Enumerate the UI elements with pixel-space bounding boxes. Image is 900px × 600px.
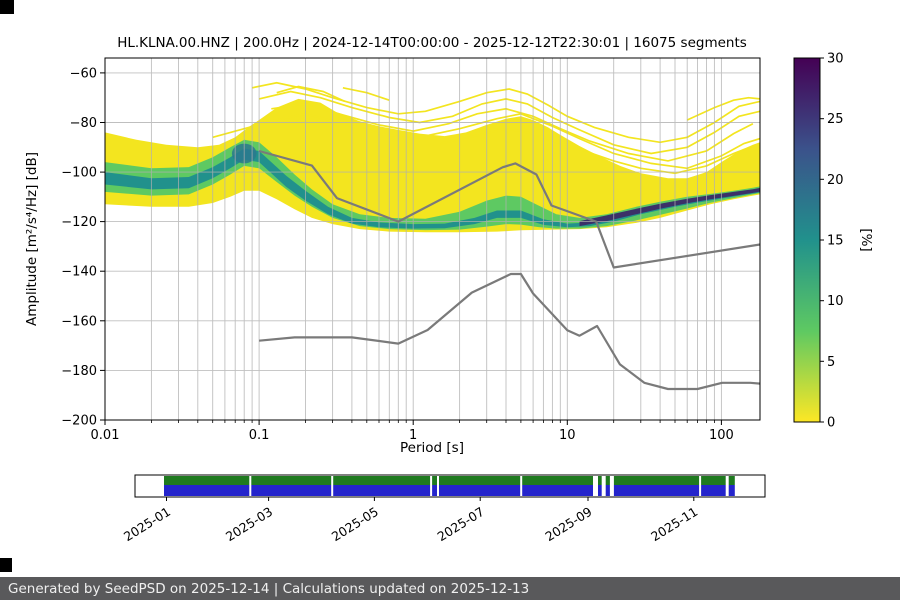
footer-text: Generated by SeedPSD on 2025-12-14 | Cal…: [8, 580, 530, 597]
availability-gap: [593, 476, 598, 496]
y-tick-label: −180: [61, 364, 97, 379]
availability-row-green: [164, 476, 735, 485]
grid: [104, 58, 760, 421]
corner-marker: [0, 558, 12, 572]
x-tick-label: 0.01: [91, 428, 120, 443]
availability-row-blue: [164, 485, 735, 496]
x-axis: 0.01 0.1 1 10 100: [91, 420, 734, 443]
x-tick-label: 0.1: [249, 428, 270, 443]
y-tick-label: −200: [61, 414, 97, 429]
ppsd-outlier-streak: [258, 90, 760, 155]
footer-bar: Generated by SeedPSD on 2025-12-14 | Cal…: [0, 577, 900, 600]
x-tick-label: 100: [709, 428, 734, 443]
availability-gap: [249, 476, 252, 496]
y-tick-label: −100: [61, 166, 97, 181]
ppsd-density-peak: [579, 187, 760, 227]
availability-gap: [699, 476, 702, 496]
noise-models: [258, 149, 760, 391]
x-tick-label: 10: [559, 428, 576, 443]
ppsd-outlier-streak: [440, 127, 754, 175]
availability-gap: [520, 476, 523, 496]
corner-marker: [0, 0, 14, 14]
availability-gap: [437, 476, 439, 496]
chart-title: HL.KLNA.00.HNZ | 200.0Hz | 2024-12-14T00…: [117, 35, 747, 51]
ppsd-density-high: [105, 148, 760, 229]
colorbar-tick-label: 15: [827, 234, 844, 249]
availability-gap: [331, 476, 334, 496]
ppsd-figure: 0.01 0.1 1 10 100 −200 −180 −160 −140 −120 −100 −80…: [0, 0, 874, 572]
availability-gap: [609, 476, 614, 496]
colorbar: 0 5 10 15 20 25 30 [%]: [793, 52, 874, 431]
colorbar-label: [%]: [858, 228, 874, 251]
ppsd-outlier-streak: [276, 85, 346, 103]
colorbar-tick-label: 5: [827, 355, 835, 370]
colorbar-tick-label: 25: [827, 112, 844, 127]
ppsd-heatmap: [105, 81, 760, 233]
nhnm-line: [258, 149, 760, 269]
colorbar-tick-label: 30: [827, 52, 844, 67]
y-tick-label: −80: [70, 116, 97, 131]
colorbar-tick-label: 10: [827, 294, 844, 309]
y-tick-label: −160: [61, 314, 97, 329]
y-tick-label: −60: [70, 66, 97, 81]
y-tick-label: −140: [61, 265, 97, 280]
y-axis-label: Amplitude [m²/s⁴/Hz] [dB]: [24, 152, 40, 326]
colorbar-gradient: [793, 57, 821, 423]
colorbar-tick-label: 0: [827, 416, 835, 431]
availability-gap: [725, 476, 729, 496]
ppsd-outlier-streak: [212, 112, 760, 170]
availability-gap: [601, 476, 606, 496]
x-axis-label: Period [s]: [400, 440, 464, 456]
x-tick-label: 1: [409, 428, 417, 443]
plot-border: [104, 57, 761, 421]
ppsd-chart-svg: 0.01 0.1 1 10 100−200−180−160−140−120−100−80…: [0, 0, 874, 572]
ppsd-density-low: [105, 98, 760, 233]
colorbar-tick-label: 20: [827, 173, 844, 188]
nlnm-line: [258, 272, 760, 391]
y-axis: −200 −180 −160 −140 −120 −100 −80 −60: [61, 66, 105, 429]
ppsd-outlier-streak: [686, 96, 760, 121]
availability-gap: [430, 476, 433, 496]
y-tick-label: −120: [61, 215, 97, 230]
